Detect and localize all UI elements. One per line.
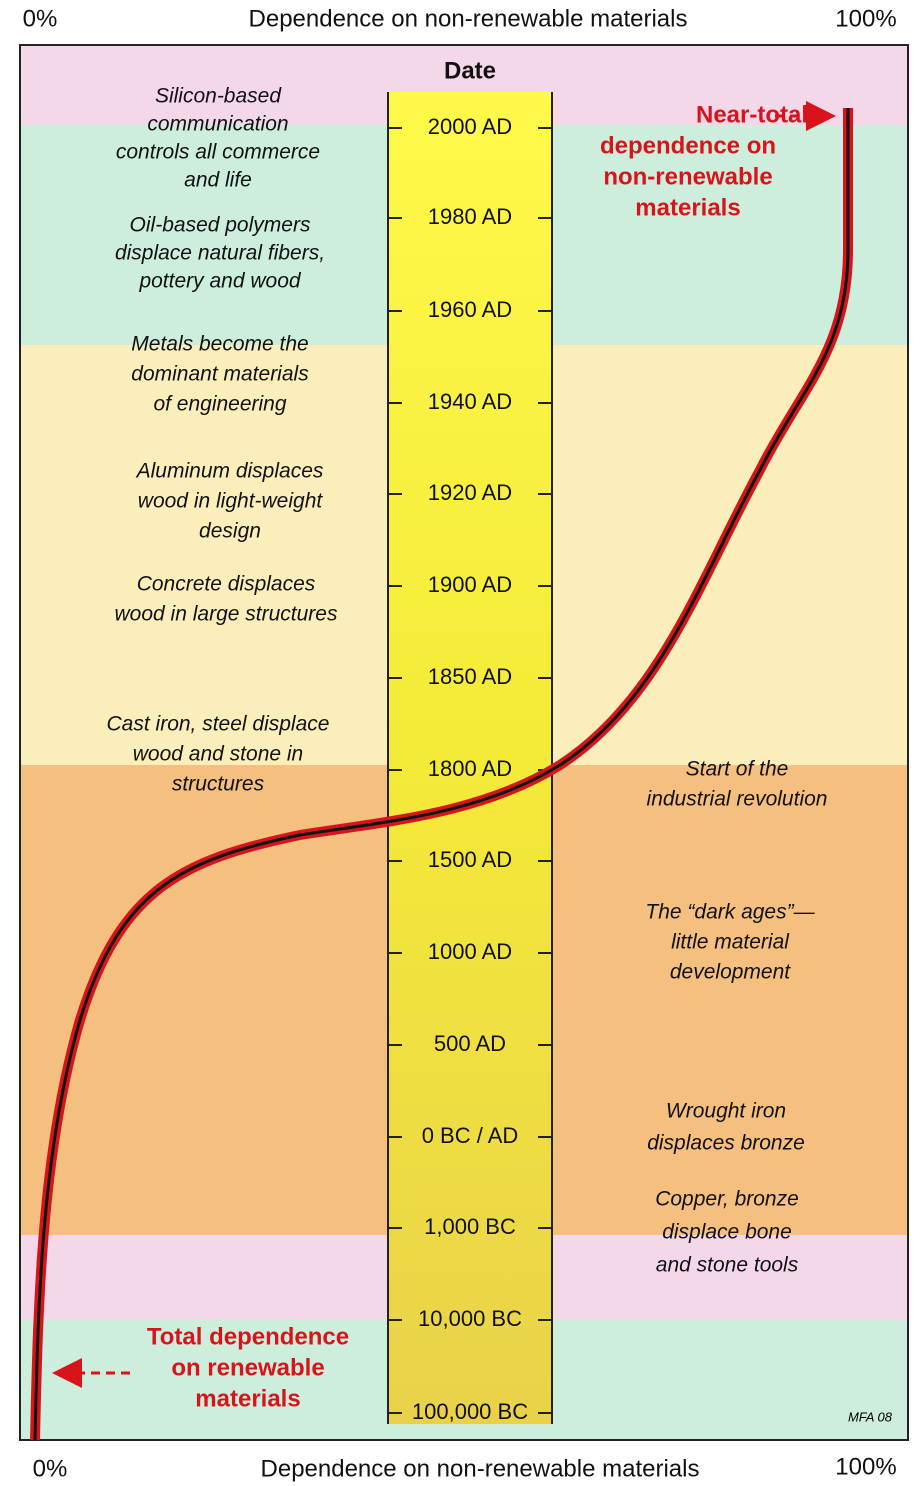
tick-label: 1940 AD <box>428 389 512 414</box>
note-line: Oil-based polymers <box>130 214 311 237</box>
note-line: communication <box>147 113 288 136</box>
note-line: design <box>199 520 261 543</box>
tick-label: 500 AD <box>434 1031 506 1056</box>
note-line: little material <box>671 931 790 954</box>
axis-right: 100% <box>835 5 896 32</box>
note-line: industrial revolution <box>647 788 828 811</box>
tick-label: 1500 AD <box>428 847 512 872</box>
axis-right: 100% <box>835 1453 896 1480</box>
note-line: The “dark ages”— <box>645 901 815 924</box>
note-line: displace bone <box>662 1221 792 1244</box>
axis-title: Dependence on non-renewable materials <box>249 5 688 32</box>
note-line: Copper, bronze <box>655 1188 799 1211</box>
note-line: Concrete displaces <box>137 573 316 596</box>
frame <box>19 44 909 1441</box>
tick-label: 100,000 BC <box>412 1399 528 1424</box>
tick-label: 1980 AD <box>428 204 512 229</box>
note-line: non-renewable <box>603 163 772 190</box>
date-column <box>388 92 552 1424</box>
note-line: and stone tools <box>656 1254 799 1277</box>
note-line: wood in large structures <box>115 603 338 626</box>
tick-label: 10,000 BC <box>418 1306 522 1331</box>
tick-label: 1900 AD <box>428 572 512 597</box>
axis-title: Dependence on non-renewable materials <box>261 1455 700 1482</box>
note-line: Start of the <box>686 758 789 781</box>
note-line: pottery and wood <box>138 270 301 293</box>
note-line: structures <box>172 773 265 796</box>
note-line: dominant materials <box>131 363 309 386</box>
tick-label: 0 BC / AD <box>422 1123 519 1148</box>
credit: MFA 08 <box>848 1409 893 1424</box>
note-line: Metals become the <box>131 333 308 356</box>
curve-core <box>33 108 850 1441</box>
tick-label: 1960 AD <box>428 297 512 322</box>
axis-left: 0% <box>23 5 58 32</box>
note-line: Cast iron, steel displace <box>107 713 330 736</box>
tick-label: 1800 AD <box>428 756 512 781</box>
date-title: Date <box>444 57 496 84</box>
note-line: of engineering <box>153 393 286 416</box>
tick-label: 1,000 BC <box>424 1214 516 1239</box>
note-line: displaces bronze <box>647 1132 805 1155</box>
axis-left: 0% <box>33 1455 68 1482</box>
note-line: Total dependence <box>147 1323 349 1350</box>
tick-label: 1920 AD <box>428 480 512 505</box>
note-line: materials <box>195 1385 300 1412</box>
tick-label: 1850 AD <box>428 664 512 689</box>
tick-label: 2000 AD <box>428 114 512 139</box>
note-line: and life <box>184 169 252 192</box>
tick-label: 1000 AD <box>428 939 512 964</box>
note-line: wood and stone in <box>133 743 303 766</box>
note-line: materials <box>635 194 740 221</box>
note-line: Wrought iron <box>666 1100 786 1123</box>
note-line: development <box>670 961 791 984</box>
note-line: Silicon-based <box>155 85 282 108</box>
note-line: Near-total <box>696 101 808 128</box>
note-line: wood in light-weight <box>138 490 324 513</box>
note-line: controls all commerce <box>116 141 320 164</box>
note-line: dependence on <box>600 132 776 159</box>
note-line: on renewable <box>171 1354 324 1381</box>
note-line: Aluminum displaces <box>135 460 324 483</box>
note-line: displace natural fibers, <box>115 242 325 265</box>
